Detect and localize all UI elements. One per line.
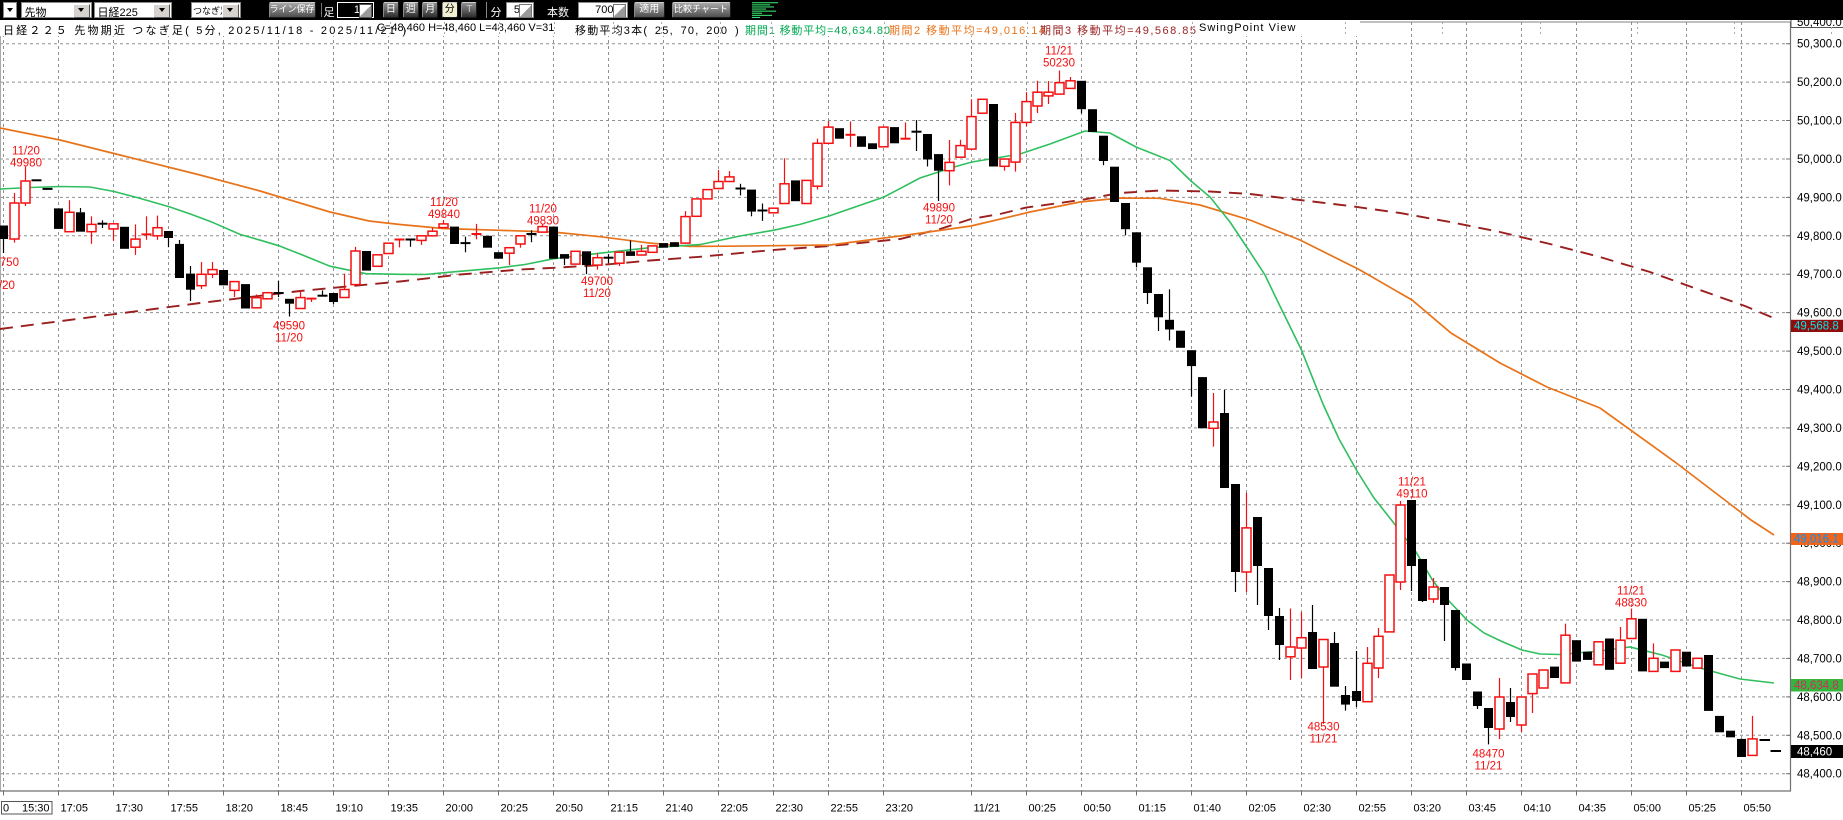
svg-text:11/20: 11/20 xyxy=(12,146,40,158)
svg-text:49,016.1: 49,016.1 xyxy=(1794,534,1839,546)
svg-text:50,400.0: 50,400.0 xyxy=(1797,17,1842,29)
svg-text:49,300.0: 49,300.0 xyxy=(1797,423,1842,435)
svg-text:22:30: 22:30 xyxy=(776,803,804,815)
svg-text:49,700.0: 49,700.0 xyxy=(1797,269,1842,281)
svg-text:01:40: 01:40 xyxy=(1194,803,1222,815)
svg-text:04:35: 04:35 xyxy=(1579,803,1607,815)
svg-text:11/20: 11/20 xyxy=(0,280,15,292)
svg-text:50,300.0: 50,300.0 xyxy=(1797,39,1842,51)
svg-text:49,500.0: 49,500.0 xyxy=(1797,346,1842,358)
svg-text:19:10: 19:10 xyxy=(336,803,364,815)
svg-text:02:30: 02:30 xyxy=(1304,803,1332,815)
svg-text:49,100.0: 49,100.0 xyxy=(1797,500,1842,512)
svg-text:05:25: 05:25 xyxy=(1689,803,1717,815)
svg-text:11/20: 11/20 xyxy=(430,197,458,209)
svg-text:11/20: 11/20 xyxy=(583,288,611,300)
svg-text:22:55: 22:55 xyxy=(831,803,859,815)
svg-text:48830: 48830 xyxy=(1615,598,1647,610)
svg-text:17:55: 17:55 xyxy=(171,803,199,815)
svg-text:49,568.8: 49,568.8 xyxy=(1794,321,1839,333)
svg-text:11/21: 11/21 xyxy=(1617,586,1645,598)
svg-text:11/21: 11/21 xyxy=(1310,734,1338,746)
svg-text:50,200.0: 50,200.0 xyxy=(1797,77,1842,89)
svg-text:00:50: 00:50 xyxy=(1084,803,1112,815)
svg-text:49,200.0: 49,200.0 xyxy=(1797,461,1842,473)
svg-text:48,500.0: 48,500.0 xyxy=(1797,730,1842,742)
svg-text:48,600.0: 48,600.0 xyxy=(1797,692,1842,704)
svg-text:11/20: 11/20 xyxy=(925,215,953,227)
svg-text:11/21: 11/21 xyxy=(1045,46,1073,58)
svg-text:19:35: 19:35 xyxy=(391,803,419,815)
svg-text:49840: 49840 xyxy=(428,209,460,221)
svg-text:48,800.0: 48,800.0 xyxy=(1797,615,1842,627)
svg-text:0: 0 xyxy=(3,803,9,815)
svg-text:03:20: 03:20 xyxy=(1414,803,1442,815)
svg-text:11/21: 11/21 xyxy=(1398,477,1426,489)
svg-text:49750: 49750 xyxy=(0,257,19,269)
svg-text:21:40: 21:40 xyxy=(666,803,694,815)
svg-text:49590: 49590 xyxy=(273,321,305,333)
svg-text:11/20: 11/20 xyxy=(275,333,303,345)
svg-text:05:50: 05:50 xyxy=(1744,803,1772,815)
svg-text:49700: 49700 xyxy=(581,276,613,288)
svg-text:50,100.0: 50,100.0 xyxy=(1797,116,1842,128)
svg-text:04:10: 04:10 xyxy=(1524,803,1552,815)
svg-text:48,460: 48,460 xyxy=(1797,747,1832,759)
svg-text:49,400.0: 49,400.0 xyxy=(1797,385,1842,397)
svg-text:50,000.0: 50,000.0 xyxy=(1797,154,1842,166)
svg-text:05:00: 05:00 xyxy=(1634,803,1662,815)
svg-text:11/21: 11/21 xyxy=(974,803,1001,815)
svg-text:20:00: 20:00 xyxy=(446,803,474,815)
svg-text:03:45: 03:45 xyxy=(1469,803,1497,815)
svg-text:48,700.0: 48,700.0 xyxy=(1797,653,1842,665)
svg-text:50230: 50230 xyxy=(1043,58,1075,70)
svg-text:18:45: 18:45 xyxy=(281,803,309,815)
svg-text:49980: 49980 xyxy=(10,158,42,170)
svg-text:17:30: 17:30 xyxy=(116,803,144,815)
svg-text:20:25: 20:25 xyxy=(501,803,529,815)
svg-text:48470: 48470 xyxy=(1473,749,1505,761)
svg-text:11/21: 11/21 xyxy=(1475,761,1503,773)
svg-text:21:15: 21:15 xyxy=(611,803,639,815)
svg-text:49830: 49830 xyxy=(527,216,559,228)
svg-text:48530: 48530 xyxy=(1308,722,1340,734)
svg-text:22:05: 22:05 xyxy=(721,803,749,815)
svg-text:17:05: 17:05 xyxy=(61,803,89,815)
svg-text:02:05: 02:05 xyxy=(1249,803,1277,815)
svg-text:01:15: 01:15 xyxy=(1139,803,1167,815)
svg-text:20:50: 20:50 xyxy=(556,803,584,815)
svg-text:00:25: 00:25 xyxy=(1029,803,1057,815)
svg-text:49890: 49890 xyxy=(923,203,955,215)
svg-text:18:20: 18:20 xyxy=(226,803,254,815)
svg-text:48,400.0: 48,400.0 xyxy=(1797,769,1842,781)
svg-text:48,634.8: 48,634.8 xyxy=(1794,680,1839,692)
svg-text:49110: 49110 xyxy=(1396,489,1427,501)
svg-text:49,900.0: 49,900.0 xyxy=(1797,192,1842,204)
svg-text:02:55: 02:55 xyxy=(1359,803,1387,815)
svg-text:49,600.0: 49,600.0 xyxy=(1797,308,1842,320)
svg-text:49,800.0: 49,800.0 xyxy=(1797,231,1842,243)
svg-text:11/20: 11/20 xyxy=(529,204,557,216)
svg-text:23:20: 23:20 xyxy=(886,803,914,815)
svg-text:15:30: 15:30 xyxy=(22,803,50,815)
svg-text:48,900.0: 48,900.0 xyxy=(1797,577,1842,589)
